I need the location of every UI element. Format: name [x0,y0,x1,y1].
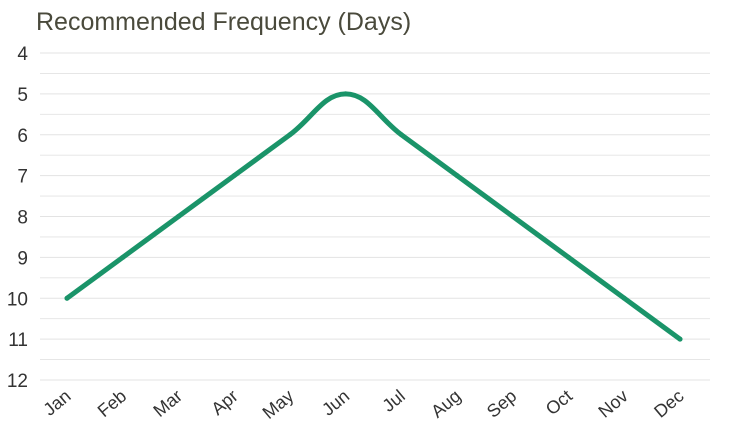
x-tick-label: Nov [594,386,631,422]
x-tick-label: Dec [650,386,687,422]
data-point-jun [343,91,349,97]
y-tick-label: 7 [17,167,28,188]
y-tick-label: 6 [17,126,28,147]
y-tick-label: 8 [17,208,28,229]
y-tick-label: 9 [17,248,28,269]
x-tick-label: Aug [427,386,464,422]
x-tick-label: Mar [149,386,186,421]
series-lines [64,91,683,342]
data-point-nov [621,295,627,301]
data-point-may [287,132,293,138]
y-tick-label: 4 [17,44,28,65]
data-point-oct [566,254,572,260]
y-tick-label: 12 [7,371,28,392]
x-tick-label: Sep [483,386,520,422]
data-point-apr [231,173,237,179]
data-point-aug [454,173,460,179]
x-tick-label: May [259,386,298,423]
data-point-jan [64,295,70,301]
y-axis-ticks: 4 5 6 7 8 9 10 11 12 [7,44,29,392]
y-tick-label: 11 [8,330,28,351]
series-line [64,91,683,342]
x-tick-label: Jun [318,386,353,420]
x-tick-label: Oct [542,386,576,419]
x-tick-label: Feb [94,386,131,421]
y-tick-label: 5 [17,85,28,106]
y-tick-label: 10 [7,289,28,310]
data-point-sep [510,214,516,219]
x-tick-label: Jan [39,386,74,420]
chart-title: Recommended Frequency (Days) [36,8,412,36]
data-point-mar [175,214,181,219]
gridlines [40,52,710,381]
x-axis-ticks: Jan Feb Mar Apr May Jun Jul Aug Sep Oct Nov Dec [39,386,687,423]
data-point-dec [677,336,683,342]
data-point-feb [120,254,126,260]
x-tick-label: Apr [207,386,241,419]
x-tick-label: Jul [378,386,408,416]
data-point-jul [398,132,404,138]
